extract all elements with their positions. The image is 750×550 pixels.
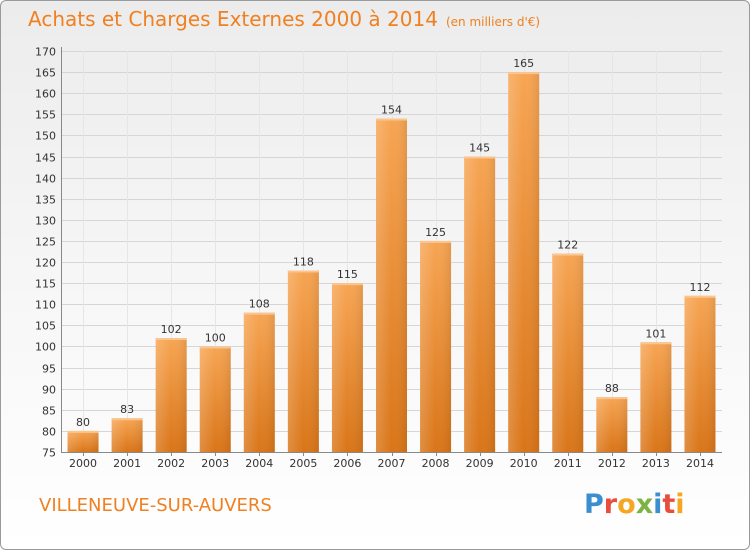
bar-top bbox=[67, 430, 99, 433]
chart-title: Achats et Charges Externes 2000 à 2014 bbox=[28, 7, 438, 31]
bars bbox=[67, 72, 716, 453]
y-tick-label: 170 bbox=[35, 46, 56, 59]
x-tick-label: 2013 bbox=[642, 457, 670, 470]
logo-letter: o bbox=[617, 489, 636, 520]
y-tick-label: 150 bbox=[35, 130, 56, 143]
bar-top bbox=[684, 295, 716, 298]
y-tick-label: 130 bbox=[35, 215, 56, 228]
x-tick-label: 2014 bbox=[686, 457, 714, 470]
data-label: 115 bbox=[337, 268, 358, 281]
bar-shade bbox=[331, 283, 363, 452]
y-tick-label: 155 bbox=[35, 109, 56, 122]
x-tick-label: 2012 bbox=[598, 457, 626, 470]
y-tick-label: 160 bbox=[35, 88, 56, 101]
bar-shade bbox=[640, 342, 672, 452]
bar-shade bbox=[464, 156, 496, 453]
bar-top bbox=[243, 312, 275, 315]
data-label: 125 bbox=[425, 226, 446, 239]
bar-shade bbox=[287, 270, 319, 452]
y-tick-label: 145 bbox=[35, 152, 56, 165]
y-tick-label: 75 bbox=[42, 447, 56, 460]
logo-letter: i bbox=[675, 489, 685, 520]
bar-top bbox=[464, 156, 496, 159]
data-label: 101 bbox=[645, 327, 666, 340]
bar-shade bbox=[243, 312, 275, 452]
data-label: 112 bbox=[689, 281, 710, 294]
bar-shade bbox=[420, 240, 452, 452]
x-tick-label: 2011 bbox=[554, 457, 582, 470]
bar-shade bbox=[684, 295, 716, 452]
x-tick-label: 2009 bbox=[466, 457, 494, 470]
data-label: 88 bbox=[605, 382, 619, 395]
data-label: 165 bbox=[513, 57, 534, 70]
data-labels: 80 83 102 100 108 118 115 154 125 145 165 122 88 101 1… bbox=[76, 57, 710, 429]
y-tick-label: 95 bbox=[42, 363, 56, 376]
x-tick-label: 2005 bbox=[289, 457, 317, 470]
data-label: 100 bbox=[205, 331, 226, 344]
data-label: 80 bbox=[76, 416, 90, 429]
data-label: 154 bbox=[381, 104, 402, 117]
bar-shade bbox=[111, 418, 143, 452]
commune-name: VILLENEUVE-SUR-AUVERS bbox=[39, 495, 272, 516]
bar-shade bbox=[67, 430, 99, 452]
y-tick-label: 115 bbox=[35, 278, 56, 291]
bar-shade bbox=[596, 397, 628, 452]
chart-unit: (en milliers d'€) bbox=[445, 15, 541, 29]
y-tick-label: 135 bbox=[35, 194, 56, 207]
x-tick-label: 2004 bbox=[245, 457, 273, 470]
x-tick-label: 2003 bbox=[201, 457, 229, 470]
data-label: 122 bbox=[557, 239, 578, 252]
x-tick-label: 2007 bbox=[378, 457, 406, 470]
data-label: 118 bbox=[293, 255, 314, 268]
bar-top bbox=[111, 418, 143, 421]
y-tick-label: 140 bbox=[35, 173, 56, 186]
logo-letter: P bbox=[584, 489, 604, 520]
bar-shade bbox=[199, 346, 231, 452]
bar-top bbox=[508, 72, 540, 75]
y-tick-label: 120 bbox=[35, 257, 56, 270]
logo-letter: t bbox=[662, 489, 676, 520]
y-tick-label: 85 bbox=[42, 405, 56, 418]
y-tick-label: 125 bbox=[35, 236, 56, 249]
y-tick-label: 90 bbox=[42, 384, 56, 397]
bar-top bbox=[155, 338, 187, 341]
y-tick-label: 80 bbox=[42, 426, 56, 439]
data-label: 108 bbox=[249, 298, 270, 311]
data-label: 145 bbox=[469, 142, 490, 155]
logo-letter: i bbox=[653, 489, 663, 520]
bar-top bbox=[552, 253, 584, 256]
chart-title-block: Achats et Charges Externes 2000 à 2014 (e… bbox=[28, 7, 540, 31]
logo-letter: x bbox=[635, 489, 654, 520]
bar-shade bbox=[508, 72, 540, 453]
y-tick-label: 110 bbox=[35, 299, 56, 312]
x-tick-label: 2000 bbox=[69, 457, 97, 470]
bar-top bbox=[376, 118, 407, 121]
x-tick-label: 2010 bbox=[510, 457, 538, 470]
bar-shade bbox=[155, 338, 187, 452]
bar-shade bbox=[376, 118, 407, 453]
x-tick-label: 2006 bbox=[333, 457, 361, 470]
bar-top bbox=[420, 240, 452, 243]
data-label: 83 bbox=[120, 403, 134, 416]
x-tick-label: 2001 bbox=[113, 457, 141, 470]
bar-top bbox=[331, 283, 363, 286]
data-label: 102 bbox=[161, 323, 182, 336]
bar-top bbox=[640, 342, 672, 345]
axes: 75 80 85 90 95 100 105 110 115 120 125 130 135 140 145… bbox=[35, 46, 722, 470]
y-tick-label: 100 bbox=[35, 341, 56, 354]
bar-shade bbox=[552, 253, 584, 452]
x-tick-label: 2008 bbox=[422, 457, 450, 470]
proxiti-logo: Proxiti bbox=[584, 489, 685, 520]
bar-top bbox=[287, 270, 319, 273]
y-tick-label: 105 bbox=[35, 320, 56, 333]
logo-letter: r bbox=[603, 489, 618, 520]
bar-top bbox=[596, 397, 628, 400]
bar-top bbox=[199, 346, 231, 349]
x-tick-label: 2002 bbox=[157, 457, 185, 470]
y-tick-label: 165 bbox=[35, 67, 56, 80]
